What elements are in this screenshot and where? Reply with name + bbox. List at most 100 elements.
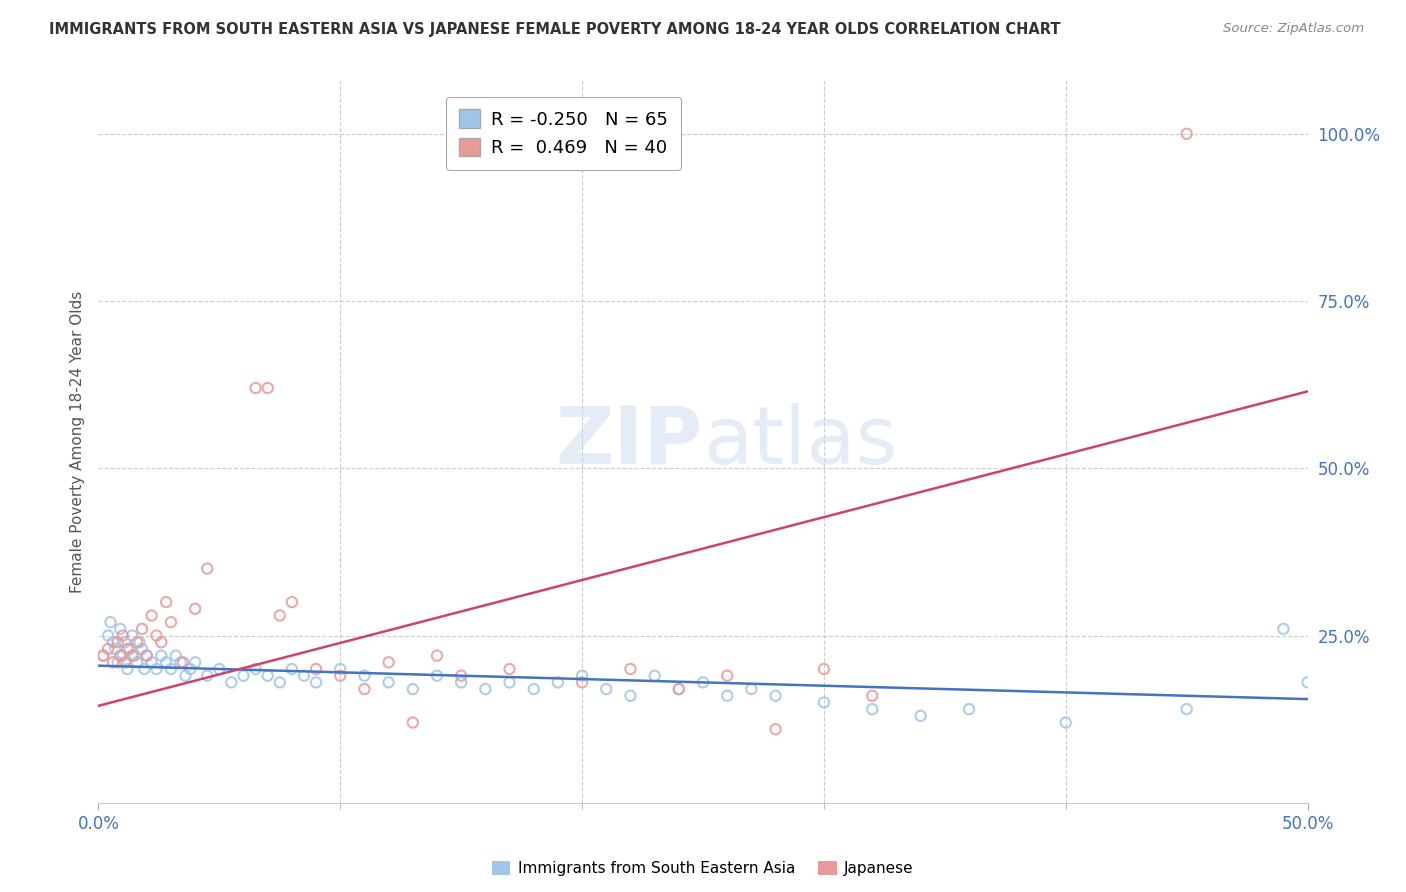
Point — [160, 615, 183, 630]
Point — [128, 635, 150, 649]
Point — [134, 662, 156, 676]
Point — [571, 669, 593, 683]
Point — [245, 381, 267, 395]
Point — [145, 628, 167, 642]
Point — [131, 622, 153, 636]
Point — [813, 696, 835, 710]
Point — [195, 562, 218, 576]
Point — [111, 628, 134, 642]
Point — [402, 715, 425, 730]
Text: IMMIGRANTS FROM SOUTH EASTERN ASIA VS JAPANESE FEMALE POVERTY AMONG 18-24 YEAR O: IMMIGRANTS FROM SOUTH EASTERN ASIA VS JA… — [49, 22, 1060, 37]
Point — [208, 662, 231, 676]
Point — [619, 662, 641, 676]
Point — [118, 642, 141, 657]
Point — [174, 669, 197, 683]
Point — [474, 681, 496, 696]
Point — [179, 662, 201, 676]
Point — [107, 635, 129, 649]
Point — [547, 675, 569, 690]
Point — [1272, 622, 1295, 636]
Point — [155, 595, 177, 609]
Point — [305, 662, 328, 676]
Point — [281, 595, 304, 609]
Point — [245, 662, 267, 676]
Point — [108, 622, 131, 636]
Point — [141, 655, 163, 669]
Point — [107, 655, 129, 669]
Point — [100, 615, 122, 630]
Point — [450, 669, 472, 683]
Point — [184, 655, 207, 669]
Point — [765, 723, 787, 737]
Point — [498, 675, 520, 690]
Point — [131, 642, 153, 657]
Point — [135, 648, 157, 663]
Point — [377, 675, 399, 690]
Point — [1175, 127, 1198, 141]
Point — [184, 602, 207, 616]
Point — [910, 708, 932, 723]
Text: Source: ZipAtlas.com: Source: ZipAtlas.com — [1223, 22, 1364, 36]
Point — [108, 648, 131, 663]
Point — [644, 669, 666, 683]
Point — [765, 689, 787, 703]
Point — [716, 689, 738, 703]
Point — [127, 655, 149, 669]
Point — [426, 669, 449, 683]
Point — [1054, 715, 1077, 730]
Point — [716, 669, 738, 683]
Point — [740, 681, 762, 696]
Point — [426, 648, 449, 663]
Point — [101, 635, 124, 649]
Point — [256, 669, 278, 683]
Point — [145, 662, 167, 676]
Point — [1175, 702, 1198, 716]
Point — [668, 681, 690, 696]
Point — [813, 662, 835, 676]
Point — [1296, 675, 1319, 690]
Point — [619, 689, 641, 703]
Point — [860, 689, 883, 703]
Point — [150, 635, 173, 649]
Point — [195, 669, 218, 683]
Point — [111, 648, 134, 663]
Point — [256, 381, 278, 395]
Point — [114, 635, 136, 649]
Point — [523, 681, 546, 696]
Point — [668, 681, 690, 696]
Point — [269, 675, 291, 690]
Point — [104, 642, 127, 657]
Point — [305, 675, 328, 690]
Point — [117, 642, 139, 657]
Point — [155, 655, 177, 669]
Point — [121, 648, 143, 663]
Point — [169, 655, 191, 669]
Point — [127, 635, 149, 649]
Point — [160, 662, 183, 676]
Point — [571, 675, 593, 690]
Point — [232, 669, 254, 683]
Point — [221, 675, 243, 690]
Point — [292, 669, 315, 683]
Point — [957, 702, 980, 716]
Text: ZIP: ZIP — [555, 402, 703, 481]
Point — [97, 628, 120, 642]
Point — [141, 608, 163, 623]
Point — [281, 662, 304, 676]
Point — [450, 675, 472, 690]
Point — [135, 648, 157, 663]
Point — [101, 655, 124, 669]
Point — [595, 681, 617, 696]
Point — [692, 675, 714, 690]
Point — [97, 642, 120, 657]
Legend: Immigrants from South Eastern Asia, Japanese: Immigrants from South Eastern Asia, Japa… — [485, 854, 921, 884]
Point — [172, 655, 194, 669]
Point — [91, 648, 114, 663]
Point — [150, 648, 173, 663]
Point — [269, 608, 291, 623]
Point — [165, 648, 187, 663]
Point — [121, 628, 143, 642]
Point — [353, 681, 375, 696]
Point — [860, 702, 883, 716]
Point — [114, 655, 136, 669]
